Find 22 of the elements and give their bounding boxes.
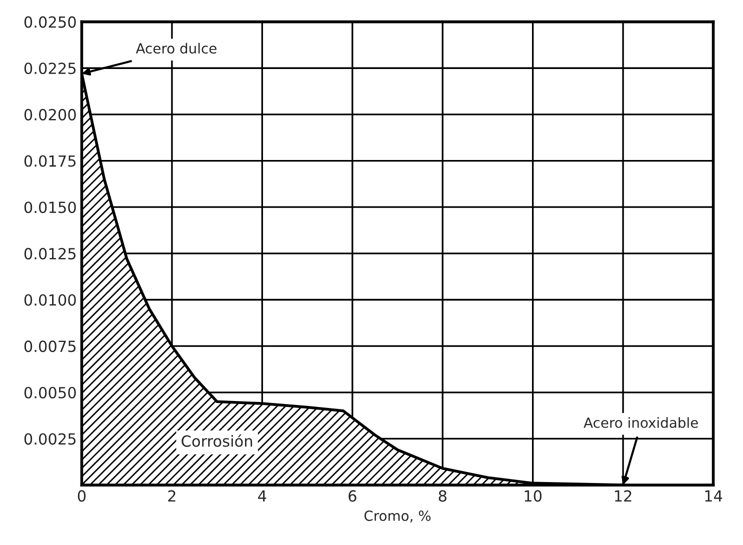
x-tick-label: 12 xyxy=(615,490,632,502)
y-tick-label: 0.0025 xyxy=(24,433,76,445)
x-axis-title: Cromo, % xyxy=(364,510,431,522)
y-tick-label: 0.0175 xyxy=(24,155,76,167)
x-tick-label: 2 xyxy=(168,490,176,502)
x-tick-label: 6 xyxy=(348,490,356,502)
y-tick-label: 0.0050 xyxy=(24,386,76,398)
x-tick-label: 10 xyxy=(524,490,542,502)
annotation: Corrosión xyxy=(182,434,252,447)
y-tick-label: 0.0150 xyxy=(24,202,76,214)
x-tick-label: 14 xyxy=(705,490,722,502)
x-tick-label: 4 xyxy=(258,490,266,502)
x-tick-label: 0 xyxy=(78,490,86,502)
y-tick-label: 0.0225 xyxy=(24,62,76,74)
x-tick-label: 8 xyxy=(438,490,446,502)
annotation: Acero inoxidable xyxy=(584,417,698,428)
annotation: Acero dulce xyxy=(136,42,216,54)
y-tick-label: 0.0200 xyxy=(24,108,76,120)
y-tick-label: 0.0125 xyxy=(24,248,76,260)
y-tick-label: 0.0100 xyxy=(24,294,76,306)
y-tick-label: 0.0250 xyxy=(24,16,76,28)
y-tick-label: 0.0075 xyxy=(24,340,76,352)
